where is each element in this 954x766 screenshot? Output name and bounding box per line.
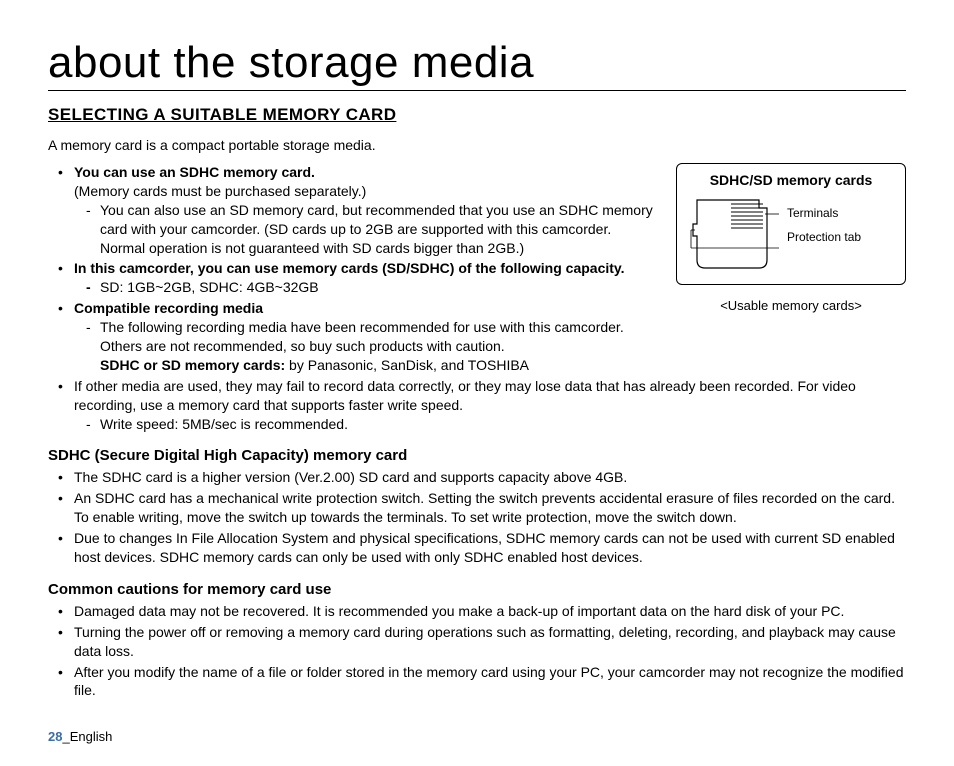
sdhc-list: The SDHC card is a higher version (Ver.2… <box>48 468 906 566</box>
b3-lead: Compatible recording media <box>74 300 263 316</box>
sd-illustration: Terminals Protection tab <box>687 198 895 272</box>
page-number: 28 <box>48 729 62 744</box>
list-item: You can use an SDHC memory card. (Memory… <box>48 163 658 257</box>
content-wrap: SDHC/SD memory cards <box>48 163 906 700</box>
b2-lead: In this camcorder, you can use memory ca… <box>74 260 625 276</box>
cautions-list: Damaged data may not be recovered. It is… <box>48 602 906 700</box>
list-item: The SDHC card is a higher version (Ver.2… <box>48 468 906 487</box>
page-lang: _English <box>62 729 112 744</box>
b2-dash: SD: 1GB~2GB, SDHC: 4GB~32GB <box>74 278 658 297</box>
page-footer: 28_English <box>48 729 112 744</box>
list-item: Due to changes In File Allocation System… <box>48 529 906 567</box>
sd-card-box: SDHC/SD memory cards <box>676 163 906 285</box>
list-item: Damaged data may not be recovered. It is… <box>48 602 906 621</box>
list-item: In this camcorder, you can use memory ca… <box>48 259 658 297</box>
protection-tab-label: Protection tab <box>787 230 861 244</box>
list-item: Turning the power off or removing a memo… <box>48 623 906 661</box>
page-title: about the storage media <box>48 38 906 91</box>
cautions-heading: Common cautions for memory card use <box>48 581 906 598</box>
list-item: After you modify the name of a file or f… <box>48 663 906 701</box>
b1-lead: You can use an SDHC memory card. <box>74 164 315 180</box>
list-item: Compatible recording media The following… <box>48 299 658 375</box>
list-item: If other media are used, they may fail t… <box>48 377 906 434</box>
b3-dash-text: The following recording media have been … <box>100 319 624 354</box>
list-item: An SDHC card has a mechanical write prot… <box>48 489 906 527</box>
sdhc-heading: SDHC (Secure Digital High Capacity) memo… <box>48 447 906 464</box>
section-heading: SELECTING A SUITABLE MEMORY CARD <box>48 105 906 125</box>
b1-paren: (Memory cards must be purchased separate… <box>74 183 366 199</box>
sd-card-icon <box>687 198 779 272</box>
b3-after: by Panasonic, SanDisk, and TOSHIBA <box>285 357 529 373</box>
terminals-label: Terminals <box>787 206 861 220</box>
b3-strong: SDHC or SD memory cards: <box>100 357 285 373</box>
sd-box-title: SDHC/SD memory cards <box>687 172 895 188</box>
b4-lead: If other media are used, they may fail t… <box>74 378 856 413</box>
intro-text: A memory card is a compact portable stor… <box>48 137 906 153</box>
b3-dash: The following recording media have been … <box>74 318 658 375</box>
b1-dash: You can also use an SD memory card, but … <box>74 201 658 258</box>
sd-caption: <Usable memory cards> <box>676 298 906 313</box>
b4-dash: Write speed: 5MB/sec is recommended. <box>74 415 906 434</box>
